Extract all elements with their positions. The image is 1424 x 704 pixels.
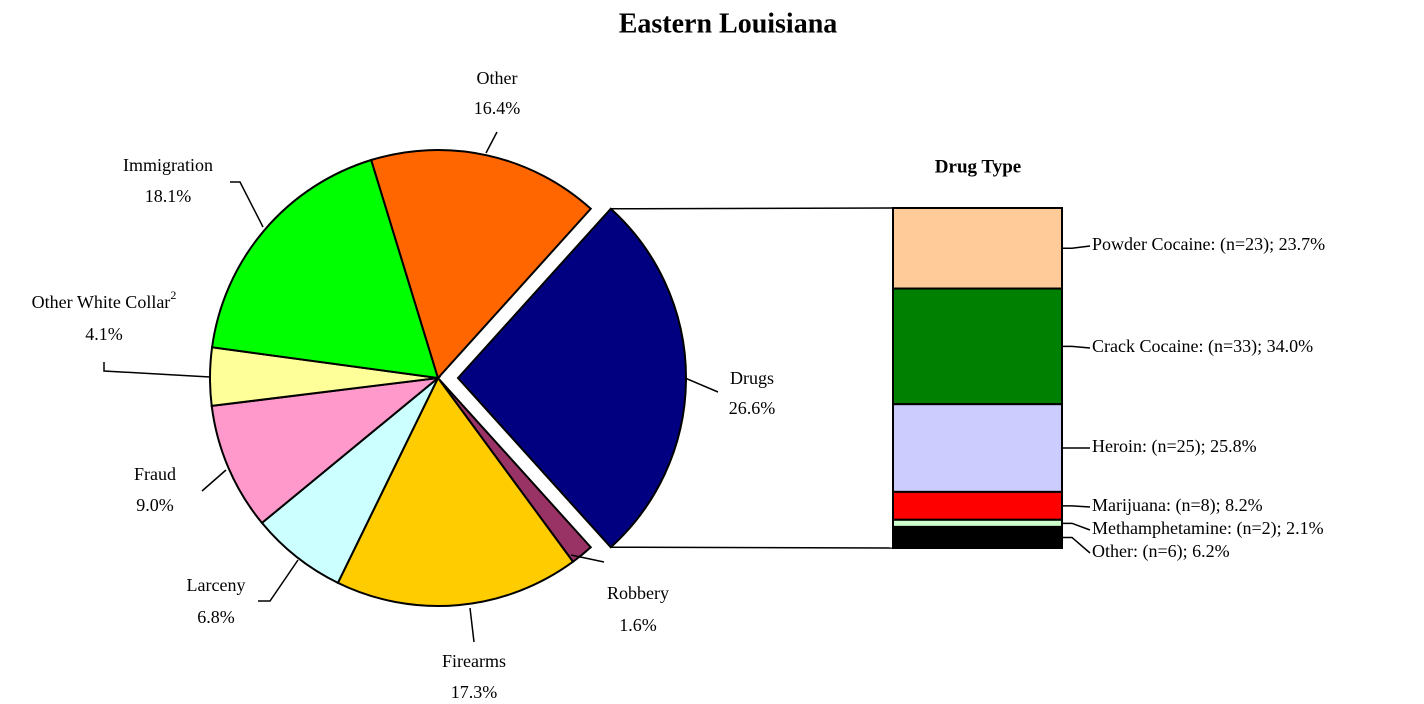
pie-slice — [210, 376, 442, 525]
slice-value: 4.1% — [85, 324, 123, 344]
leader-line — [1062, 505, 1091, 508]
slice-value: 1.6% — [619, 615, 657, 635]
slice-name: Firearms — [442, 651, 506, 671]
leader-line — [684, 377, 719, 393]
slice-name: Fraud — [134, 464, 176, 484]
bar-segment — [892, 287, 1063, 406]
bar-title: Drug Type — [935, 156, 1021, 177]
bar-segment — [892, 490, 1063, 521]
slice-label: Firearms — [442, 651, 506, 671]
slice-label: Other White Collar2 — [32, 288, 177, 312]
leader-line — [1062, 522, 1091, 531]
slice-value: 26.6% — [729, 398, 776, 418]
segment-label: Heroin: (n=25); 25.8% — [1092, 436, 1257, 457]
bar-segment — [892, 403, 1063, 493]
leader-line — [485, 131, 498, 154]
bar-segment — [892, 525, 1063, 549]
slice-name: Robbery — [607, 583, 669, 603]
connector — [610, 546, 894, 549]
leader-line — [1062, 536, 1091, 554]
leader-line — [469, 607, 475, 643]
slice-name: Other White Collar — [32, 292, 171, 312]
slice-label: Larceny — [187, 575, 246, 595]
slice-name: Immigration — [123, 155, 213, 175]
segment-label: Other: (n=6); 6.2% — [1092, 541, 1230, 562]
leader-line — [230, 181, 264, 228]
pie-slice — [369, 149, 593, 380]
slice-value: 18.1% — [145, 186, 192, 206]
slice-value: 16.4% — [474, 98, 521, 118]
connector — [610, 207, 894, 210]
pie-slice — [210, 158, 440, 380]
bar-segment — [892, 207, 1063, 290]
slice-label: Immigration — [123, 155, 213, 175]
chart-title: Eastern Louisiana — [619, 8, 838, 39]
segment-label: Powder Cocaine: (n=23); 23.7% — [1092, 234, 1325, 255]
leader-line — [1062, 245, 1091, 250]
slice-label: Fraud — [134, 464, 176, 484]
segment-label: Crack Cocaine: (n=33); 34.0% — [1092, 336, 1313, 357]
pie-slice — [336, 376, 575, 607]
leader-line — [201, 469, 227, 492]
slice-label: Other — [477, 68, 518, 88]
leader-line — [258, 559, 299, 602]
slice-label: Robbery — [607, 583, 669, 603]
slice-value: 6.8% — [197, 607, 235, 627]
slice-name: Larceny — [187, 575, 246, 595]
leader-line — [1062, 345, 1091, 349]
slice-value: 9.0% — [136, 495, 174, 515]
footnote: 2 — [170, 288, 176, 302]
segment-label: Marijuana: (n=8); 8.2% — [1092, 495, 1263, 516]
slice-label: Drugs — [730, 368, 774, 388]
slice-name: Other — [477, 68, 518, 88]
bar-segment — [892, 518, 1063, 528]
slice-name: Drugs — [730, 368, 774, 388]
segment-label: Methamphetamine: (n=2); 2.1% — [1092, 518, 1324, 539]
leader-line — [570, 554, 605, 563]
leader-line — [103, 362, 211, 378]
slice-value: 17.3% — [451, 682, 498, 702]
